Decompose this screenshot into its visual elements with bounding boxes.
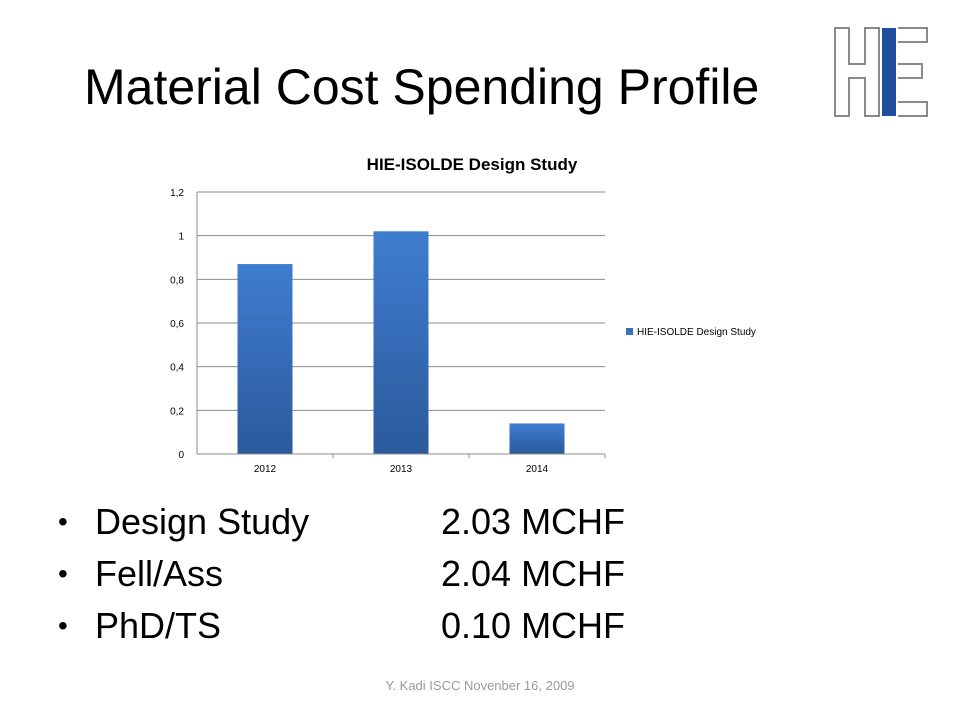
bar-2014	[509, 423, 565, 454]
logo-letter-h	[834, 27, 880, 117]
slide-title: Material Cost Spending Profile	[84, 59, 760, 115]
bullet-value: 2.04 MCHF	[441, 553, 626, 594]
y-tick-label: 0,4	[170, 363, 184, 374]
slide-footer: Y. Kadi ISCC Novenber 16, 2009	[385, 678, 575, 693]
bullet-dot: •	[58, 558, 68, 589]
bullet-item: • Design Study 2.03 MCHF	[58, 496, 625, 548]
y-tick-label: 0,6	[170, 319, 184, 330]
bullet-label: Fell/Ass	[95, 553, 224, 594]
hie-logo	[834, 27, 928, 117]
x-tick-label: 2012	[254, 464, 277, 475]
bullet-value: 0.10 MCHF	[441, 605, 626, 646]
x-tick-label: 2014	[526, 464, 549, 475]
bullet-list: • Design Study 2.03 MCHF • Fell/Ass 2.04…	[58, 496, 625, 652]
y-tick-label: 0,8	[170, 275, 184, 286]
y-tick-label: 1	[178, 232, 184, 243]
bullet-label: Design Study	[95, 501, 310, 542]
bullet-dot: •	[58, 610, 68, 641]
legend-swatch	[626, 328, 633, 335]
x-tick-label: 2013	[390, 464, 413, 475]
bullet-item: • PhD/TS 0.10 MCHF	[58, 600, 625, 652]
logo-center-bar	[882, 28, 896, 116]
bullet-item: • Fell/Ass 2.04 MCHF	[58, 548, 625, 600]
bar-2012	[237, 264, 293, 454]
bar-2013	[373, 231, 429, 454]
bullet-value: 2.03 MCHF	[441, 501, 626, 542]
y-tick-label: 0	[178, 450, 184, 461]
bar-chart: HIE-ISOLDE Design Study 0 0,2 0,4 0,6 0,8 1 1,…	[170, 155, 756, 475]
y-tick-label: 1,2	[170, 188, 184, 199]
bullet-dot: •	[58, 506, 68, 537]
logo-letter-e	[898, 27, 928, 117]
y-tick-label: 0,2	[170, 406, 184, 417]
chart-title: HIE-ISOLDE Design Study	[367, 155, 578, 174]
bullet-label: PhD/TS	[95, 605, 222, 646]
legend-label: HIE-ISOLDE Design Study	[637, 327, 756, 338]
